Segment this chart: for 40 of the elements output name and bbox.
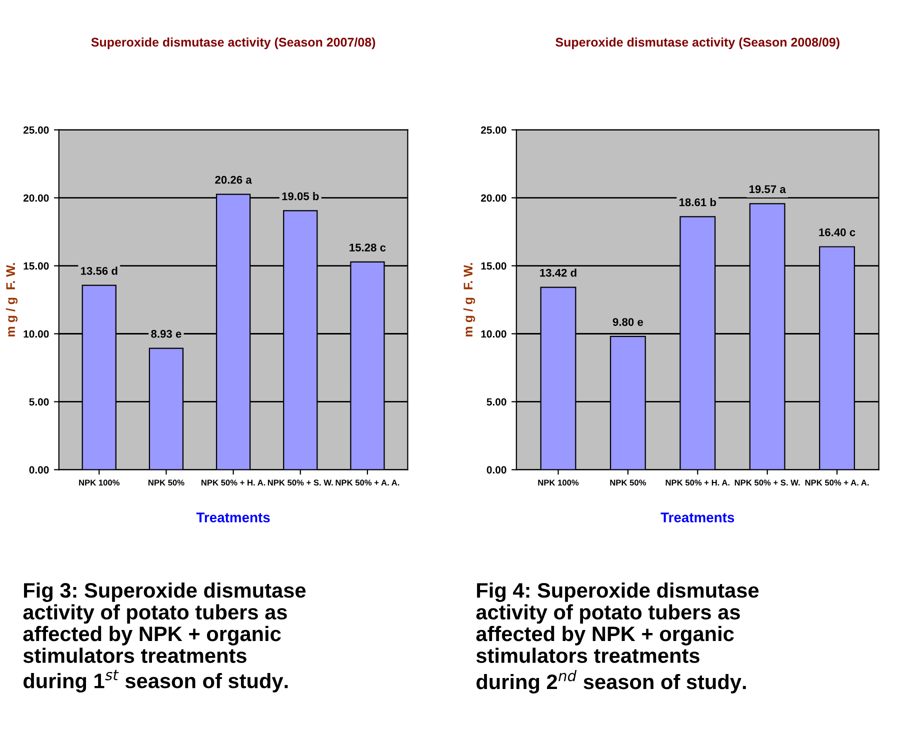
x-tick-label: NPK 50% + A. A. (336, 480, 400, 486)
x-tick-label: NPK 50% + S. W. (734, 480, 800, 486)
x-axis-title: Treatments (196, 512, 270, 522)
data-label: 19.05 b (282, 192, 319, 200)
x-tick-label: NPK 100% (538, 480, 579, 486)
x-tick-label: NPK 50% + A. A. (805, 480, 869, 486)
x-tick-label: NPK 50% + H. A. (201, 480, 266, 486)
x-tick-label: NPK 50% + S. W. (268, 480, 333, 486)
caption: Fig 4: Superoxide dismutase activity of potato tubers as affected by NPK + organic stimulators treatments during 2$^{nd}$ season of study. (476, 582, 759, 694)
x-tick-label: NPK 50% (610, 480, 646, 486)
y-tick-label: 5.00 (29, 398, 49, 406)
y-axis-title: m g / g F. W. (6, 263, 18, 336)
data-label: 19.57 a (749, 185, 786, 194)
y-tick-label: 20.00 (480, 194, 506, 202)
y-tick-label: 25.00 (480, 126, 506, 134)
data-label: 8.93 e (151, 330, 182, 338)
chart-title: Superoxide dismutase activity (Season 2007/08) (91, 37, 376, 50)
y-tick-label: 5.00 (486, 398, 506, 406)
y-tick-label: 0.00 (486, 466, 506, 474)
y-tick-label: 10.00 (24, 330, 49, 338)
x-tick-label: NPK 50% + H. A. (666, 480, 730, 486)
data-label: 13.42 d (540, 268, 576, 277)
data-label: 13.56 d (81, 266, 118, 275)
data-label: 9.80 e (612, 318, 643, 326)
data-label: 18.61 b (679, 198, 716, 206)
x-axis-title: Treatments (660, 512, 734, 522)
y-tick-label: 10.00 (481, 330, 506, 338)
x-tick-label: NPK 100% (79, 480, 120, 486)
caption: Fig 3: Superoxide dismutase activity of potato tubers as affected by NPK + organic stimulators treatments during 1$^{st}$ season of study. (23, 582, 306, 693)
data-label: 20.26 a (215, 176, 252, 184)
y-tick-label: 25.00 (23, 126, 49, 134)
chart-title: Superoxide dismutase activity (Season 2008/09) (556, 37, 840, 50)
data-label: 16.40 c (819, 228, 856, 236)
y-tick-label: 15.00 (24, 262, 49, 270)
y-tick-label: 0.00 (29, 466, 49, 474)
y-tick-label: 15.00 (481, 262, 506, 270)
x-tick-label: NPK 50% (148, 480, 184, 486)
y-tick-label: 20.00 (23, 194, 49, 202)
data-label: 15.28 c (350, 244, 386, 252)
y-axis-title: m g / g F. W. (463, 263, 476, 336)
